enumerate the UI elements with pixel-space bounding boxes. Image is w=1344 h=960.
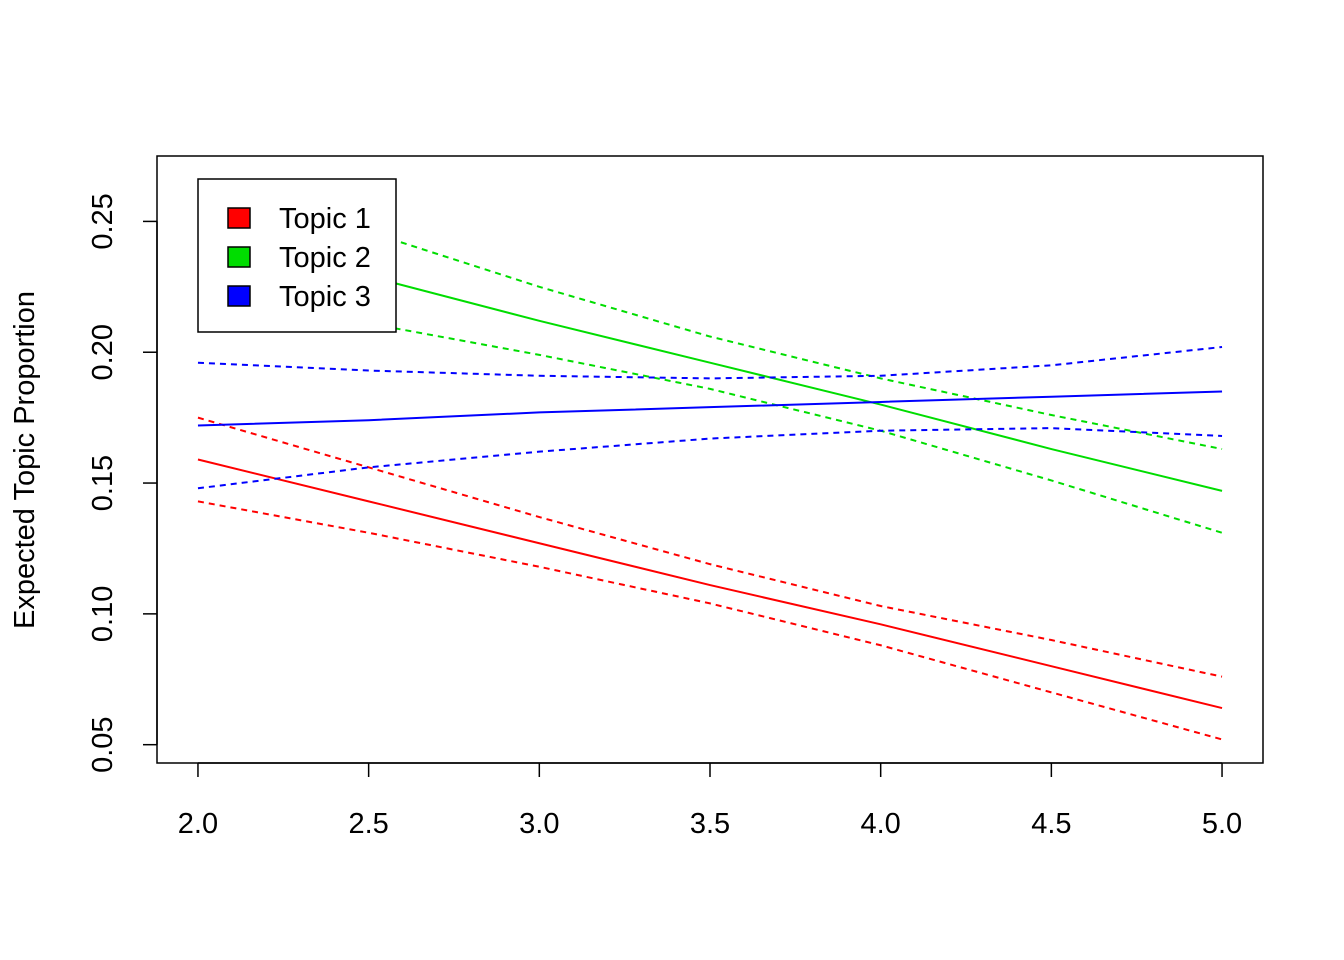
y-tick-label: 0.25 (87, 193, 119, 249)
series-2-upper-ci (197, 191, 1223, 451)
series-1-lower-ci (197, 500, 1223, 741)
x-axis: 2.0 2.5 3.0 3.5 4.0 4.5 5.0 (178, 762, 1242, 840)
y-tick-label: 0.15 (87, 455, 119, 511)
y-axis-label: Expected Topic Proportion (9, 291, 41, 629)
x-tick-label: 2.5 (348, 808, 388, 840)
series-1-mean-line (197, 458, 1223, 710)
x-tick-label: 4.5 (1031, 808, 1071, 840)
y-axis: 0.05 0.10 0.15 0.20 0.25 (87, 193, 158, 773)
x-tick-label: 3.5 (690, 808, 730, 840)
legend-label-2: Topic 2 (279, 242, 371, 274)
series-3-upper-ci (197, 346, 1223, 380)
x-tick-label: 4.0 (861, 808, 901, 840)
series-1 (197, 416, 1223, 741)
series-2-lower-ci (197, 304, 1223, 534)
series-3-mean-line (197, 390, 1223, 427)
series-1-upper-ci (197, 416, 1223, 678)
legend-label-1: Topic 1 (279, 203, 371, 235)
y-tick-label: 0.20 (87, 324, 119, 380)
legend-swatch-2 (227, 246, 251, 268)
legend-label-3: Topic 3 (279, 281, 371, 313)
series-3 (197, 346, 1223, 490)
series-3-lower-ci (197, 427, 1223, 490)
x-tick-label: 5.0 (1202, 808, 1242, 840)
legend-swatch-1 (227, 207, 251, 229)
legend: Topic 1 Topic 2 Topic 3 (197, 178, 397, 333)
y-tick-label: 0.10 (87, 586, 119, 642)
x-tick-label: 3.0 (519, 808, 559, 840)
legend-swatch-3 (227, 285, 251, 307)
x-tick-label: 2.0 (178, 808, 218, 840)
y-tick-label: 0.05 (87, 716, 119, 772)
